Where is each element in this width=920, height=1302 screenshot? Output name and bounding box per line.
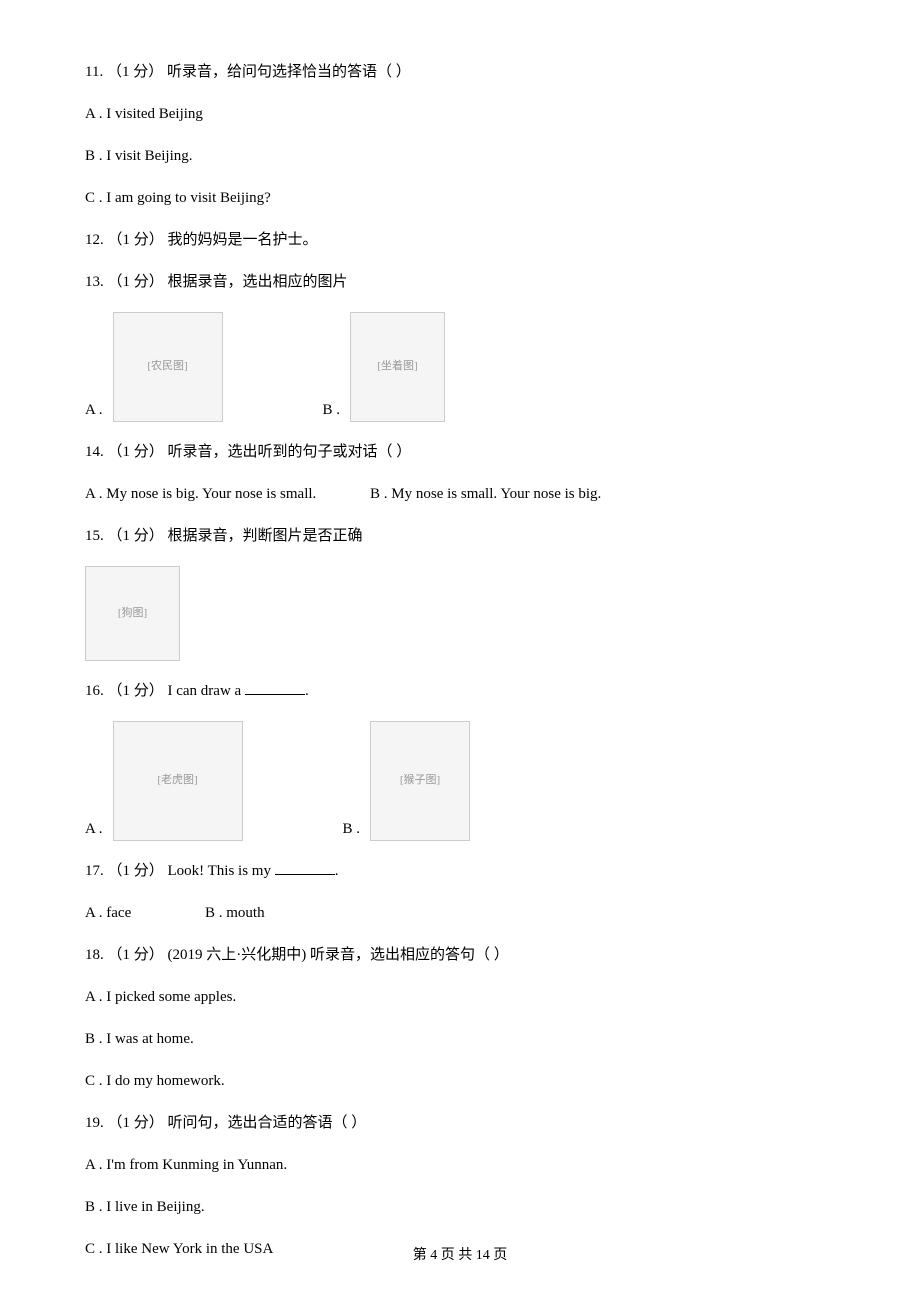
question-15: 15. （1 分） 根据录音，判断图片是否正确 <box>85 524 835 548</box>
question-16-prompt-suffix: . <box>305 683 309 699</box>
question-16-option-a-label: A . <box>85 817 103 841</box>
question-16-prompt-prefix: 16. （1 分） I can draw a <box>85 683 245 699</box>
question-17-option-a: A . face <box>85 901 131 925</box>
question-18-option-a: A . I picked some apples. <box>85 985 835 1009</box>
question-13-images: A . [农民图] B . [坐着图] <box>85 312 835 422</box>
question-19-option-b: B . I live in Beijing. <box>85 1195 835 1219</box>
question-13-option-a-wrap: A . [农民图] <box>85 312 223 422</box>
page-footer: 第 4 页 共 14 页 <box>0 1245 920 1267</box>
question-11-option-a: A . I visited Beijing <box>85 102 835 126</box>
question-19-option-a: A . I'm from Kunming in Yunnan. <box>85 1153 835 1177</box>
question-11-option-b: B . I visit Beijing. <box>85 144 835 168</box>
question-16-option-b-wrap: B . [猴子图] <box>343 721 471 841</box>
question-11-option-c: C . I am going to visit Beijing? <box>85 186 835 210</box>
dog-image: [狗图] <box>85 566 180 661</box>
question-18: 18. （1 分） (2019 六上·兴化期中) 听录音，选出相应的答句（ ） <box>85 943 835 967</box>
farmer-image: [农民图] <box>113 312 223 422</box>
question-16-option-b-label: B . <box>343 817 361 841</box>
question-11: 11. （1 分） 听录音，给问句选择恰当的答语（ ） <box>85 60 835 84</box>
question-17-prompt-prefix: 17. （1 分） Look! This is my <box>85 863 275 879</box>
question-12-prompt: 12. （1 分） 我的妈妈是一名护士。 <box>85 228 835 252</box>
tiger-image: [老虎图] <box>113 721 243 841</box>
question-13-option-b-label: B . <box>323 398 341 422</box>
question-16: 16. （1 分） I can draw a . <box>85 679 835 703</box>
question-14: 14. （1 分） 听录音，选出听到的句子或对话（ ） <box>85 440 835 464</box>
question-14-options: A . My nose is big. Your nose is small. … <box>85 482 835 506</box>
question-13-option-a-label: A . <box>85 398 103 422</box>
question-18-option-b: B . I was at home. <box>85 1027 835 1051</box>
question-13: 13. （1 分） 根据录音，选出相应的图片 <box>85 270 835 294</box>
question-15-prompt: 15. （1 分） 根据录音，判断图片是否正确 <box>85 524 835 548</box>
question-18-option-c: C . I do my homework. <box>85 1069 835 1093</box>
question-16-images: A . [老虎图] B . [猴子图] <box>85 721 835 841</box>
question-17-option-b: B . mouth <box>205 901 265 925</box>
sitting-person-image: [坐着图] <box>350 312 445 422</box>
question-11-prompt: 11. （1 分） 听录音，给问句选择恰当的答语（ ） <box>85 60 835 84</box>
question-13-prompt: 13. （1 分） 根据录音，选出相应的图片 <box>85 270 835 294</box>
question-19-prompt: 19. （1 分） 听问句，选出合适的答语（ ） <box>85 1111 835 1135</box>
question-15-image-wrap: [狗图] <box>85 566 835 661</box>
question-14-prompt: 14. （1 分） 听录音，选出听到的句子或对话（ ） <box>85 440 835 464</box>
question-14-option-b: B . My nose is small. Your nose is big. <box>370 482 601 506</box>
question-17: 17. （1 分） Look! This is my . <box>85 859 835 883</box>
question-13-option-b-wrap: B . [坐着图] <box>323 312 446 422</box>
blank-line-17 <box>275 874 335 875</box>
monkey-image: [猴子图] <box>370 721 470 841</box>
question-16-option-a-wrap: A . [老虎图] <box>85 721 243 841</box>
question-18-prompt: 18. （1 分） (2019 六上·兴化期中) 听录音，选出相应的答句（ ） <box>85 943 835 967</box>
question-17-prompt-suffix: . <box>335 863 339 879</box>
question-14-option-a: A . My nose is big. Your nose is small. <box>85 482 316 506</box>
question-17-options: A . face B . mouth <box>85 901 835 925</box>
question-12: 12. （1 分） 我的妈妈是一名护士。 <box>85 228 835 252</box>
blank-line <box>245 694 305 695</box>
question-19: 19. （1 分） 听问句，选出合适的答语（ ） <box>85 1111 835 1135</box>
